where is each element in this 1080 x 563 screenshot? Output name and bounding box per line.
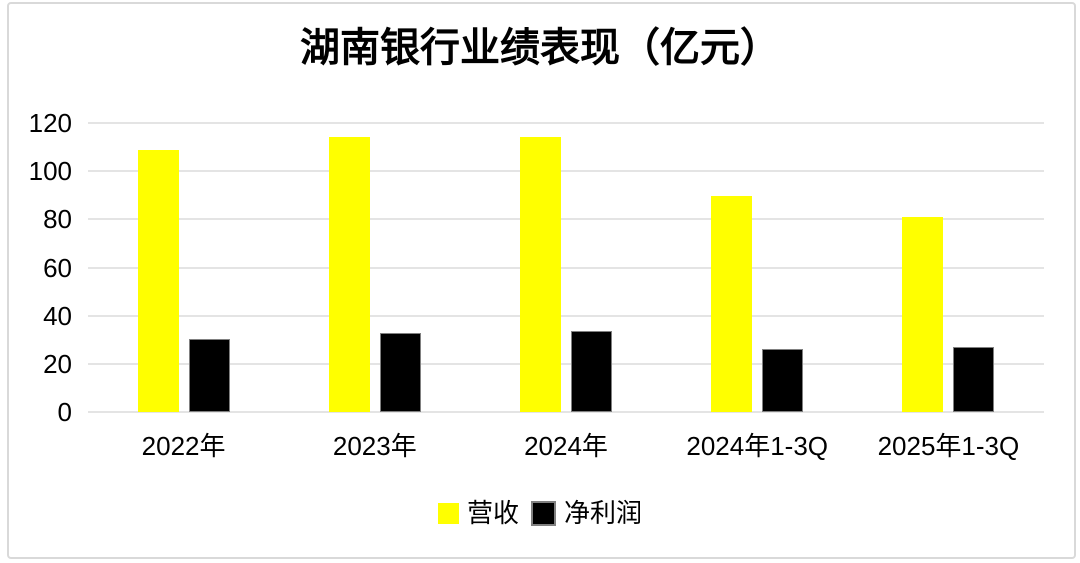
bar-net-profit	[188, 338, 230, 412]
legend-item-net-profit: 净利润	[531, 499, 642, 527]
legend: 营收 净利润	[0, 499, 1080, 527]
x-axis-category-label: 2024年	[524, 431, 608, 461]
y-axis-tick-label: 0	[57, 397, 72, 427]
chart-title: 湖南银行业绩表现（亿元）	[300, 26, 780, 70]
legend-label-net-profit: 净利润	[564, 498, 643, 528]
y-axis-tick-label: 100	[28, 156, 72, 187]
plot-area	[88, 122, 1044, 413]
x-axis-category-label: 2024年1-3Q	[686, 431, 829, 461]
gridline	[88, 266, 1044, 269]
legend-item-revenue: 营收	[437, 498, 519, 528]
bar-net-profit	[762, 349, 804, 412]
bar-net-profit	[571, 331, 612, 412]
legend-label-revenue: 营收	[466, 498, 519, 528]
x-axis-category-label: 2022年	[141, 431, 226, 461]
gridline	[88, 218, 1044, 221]
legend-swatch-net-profit	[531, 500, 556, 526]
bar-revenue	[520, 137, 561, 412]
bar-net-profit	[953, 346, 995, 412]
gridline	[88, 170, 1044, 173]
y-axis: 0 20 40 60 80 100 120	[0, 0, 72, 563]
y-axis-tick-label: 120	[28, 108, 72, 138]
gridline	[88, 122, 1044, 124]
bar-revenue	[902, 216, 944, 412]
y-axis-tick-label: 80	[43, 204, 72, 235]
y-axis-tick-label: 60	[43, 252, 72, 283]
x-axis: 2022年 2023年 2024年 2024年1-3Q 2025年1-3Q	[88, 431, 1044, 463]
x-axis-category-label: 2025年1-3Q	[877, 431, 1020, 461]
bar-net-profit	[379, 332, 421, 412]
y-axis-tick-label: 40	[43, 300, 72, 331]
x-axis-category-label: 2023年	[332, 431, 417, 461]
gridline	[88, 411, 1044, 413]
bar-revenue	[328, 137, 370, 412]
y-axis-tick-label: 20	[43, 348, 72, 379]
gridline	[88, 314, 1044, 317]
bar-revenue	[137, 149, 179, 412]
legend-swatch-revenue	[437, 502, 459, 524]
gridline	[88, 362, 1044, 365]
bar-revenue	[711, 196, 753, 412]
